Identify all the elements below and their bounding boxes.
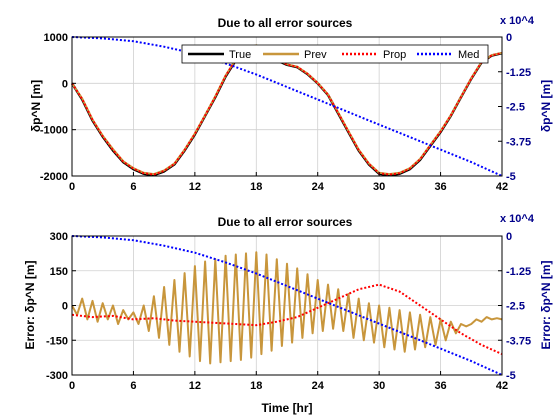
series-line-prev [71, 251, 503, 365]
y-right-tick-label: -2.5 [506, 301, 525, 313]
bottom-y-ticks: 300 150 0 -150 -300 [46, 231, 76, 382]
bottom-right-exponent: x 10^4 [500, 213, 535, 225]
y-right-tick-label: -3.75 [506, 136, 531, 148]
top-right-exponent: x 10^4 [500, 15, 535, 27]
y-tick-label: 300 [50, 231, 68, 243]
x-tick-label: 18 [250, 380, 262, 392]
bottom-chart: Due to all error sources 0 6 12 18 24 30 36 42 … [23, 213, 553, 415]
top-series [70, 36, 503, 177]
legend-label-prev: Prev [304, 49, 327, 61]
top-chart: Due to all error sources 0 6 12 18 24 30 36 42 … [29, 15, 553, 193]
legend-label-prop: Prop [383, 49, 406, 61]
y-right-tick-label: -3.75 [506, 335, 531, 347]
y-tick-label: -150 [46, 335, 68, 347]
y-right-tick-label: 0 [506, 231, 512, 243]
legend-box [181, 44, 489, 64]
series-line-med [71, 36, 503, 177]
y-tick-label: -300 [46, 370, 68, 382]
y-tick-label: 0 [62, 301, 68, 313]
y-right-tick-label: -1.25 [506, 266, 531, 278]
x-tick-label: 36 [434, 181, 446, 193]
x-tick-label: 0 [69, 380, 75, 392]
x-tick-label: 24 [312, 181, 325, 193]
x-tick-label: 24 [312, 380, 325, 392]
x-tick-label: 12 [189, 380, 201, 392]
y-tick-label: 0 [62, 78, 68, 90]
series-line-prop [71, 283, 503, 356]
series-line-med [71, 235, 503, 376]
x-tick-label: 0 [69, 181, 75, 193]
series-line-prop [71, 44, 503, 176]
y-right-tick-label: -1.25 [506, 67, 531, 79]
x-tick-label: 30 [373, 380, 385, 392]
bottom-y-right-axis-label: Error: δp^N [m] [539, 261, 553, 350]
x-tick-label: 12 [189, 181, 201, 193]
x-tick-label: 18 [250, 181, 262, 193]
top-y-right-ticks: 0 -1.25 -2.5 -3.75 -5 [498, 32, 531, 183]
top-x-ticks: 0 6 12 18 24 30 36 42 [69, 172, 508, 193]
legend-label-true: True [229, 49, 251, 61]
top-y-ticks: 1000 0 -1000 -2000 [40, 32, 76, 183]
y-right-tick-label: -2.5 [506, 102, 525, 114]
bottom-y-right-ticks: 0 -1.25 -2.5 -3.75 -5 [498, 231, 531, 382]
top-y-right-axis-label: δp^N [m] [539, 80, 553, 132]
x-tick-label: 6 [130, 181, 136, 193]
x-tick-label: 30 [373, 181, 385, 193]
top-chart-title: Due to all error sources [218, 16, 353, 30]
y-right-tick-label: 0 [506, 32, 512, 44]
bottom-x-ticks: 0 6 12 18 24 30 36 42 [69, 371, 508, 392]
x-tick-label: 36 [434, 380, 446, 392]
bottom-y-axis-label: Error: δp^N [m] [23, 261, 37, 350]
bottom-series [71, 235, 503, 376]
y-tick-label: 1000 [44, 32, 68, 44]
y-tick-label: -1000 [40, 125, 68, 137]
y-tick-label: -2000 [40, 171, 68, 183]
x-tick-label: 42 [496, 380, 508, 392]
x-tick-label: 42 [496, 181, 508, 193]
y-right-tick-label: -5 [506, 171, 516, 183]
y-right-tick-label: -5 [506, 370, 516, 382]
x-tick-label: 6 [130, 380, 136, 392]
bottom-x-axis-label: Time [hr] [261, 401, 312, 415]
y-tick-label: 150 [50, 266, 68, 278]
legend-label-med: Med [458, 49, 479, 61]
bottom-chart-title: Due to all error sources [218, 215, 353, 229]
top-y-axis-label: δp^N [m] [29, 80, 43, 132]
top-legend: True Prev Prop Med [181, 44, 489, 64]
